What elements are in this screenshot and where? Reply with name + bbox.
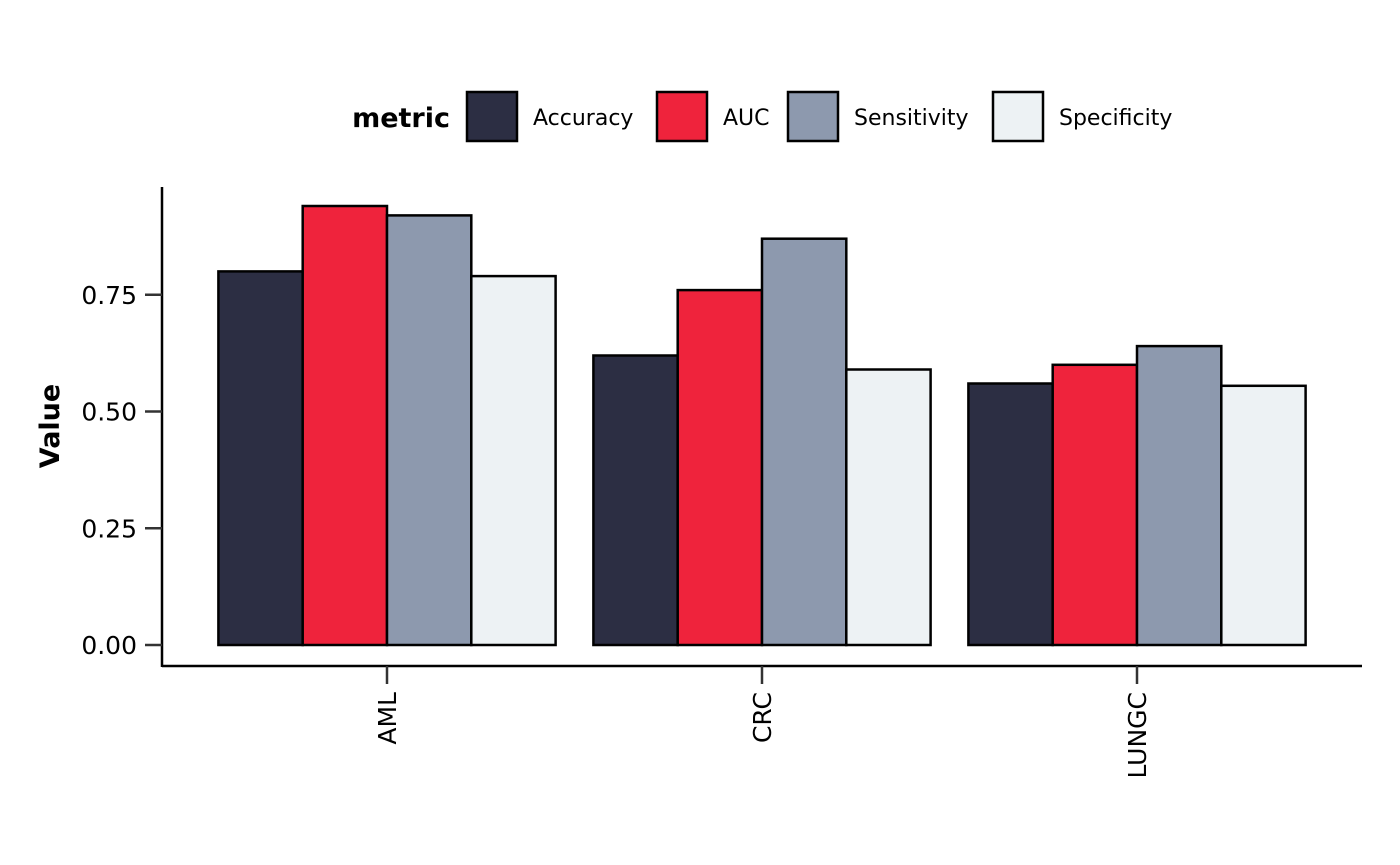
x-tick-label: LUNGC [1123, 692, 1152, 779]
legend-key-sensitivity [786, 90, 840, 143]
legend-key-specificity [991, 90, 1045, 143]
y-tick-label: 0.25 [81, 514, 137, 543]
bar-aml-auc [301, 204, 389, 647]
legend-label-accuracy: Accuracy [533, 106, 633, 131]
bar-aml-accuracy [217, 270, 304, 647]
bar-aml-sensitivity [385, 214, 473, 647]
y-tick-label: 0.50 [81, 398, 137, 427]
bar-crc-specificity [845, 368, 932, 647]
legend: metric Accuracy AUC Sensitivity Specificity [352, 90, 1172, 143]
x-ticks: AML CRC LUNGC [373, 666, 1152, 779]
legend-key-auc [655, 90, 709, 143]
y-tick-label: 0.75 [81, 281, 137, 310]
legend-label-specificity: Specificity [1059, 106, 1172, 131]
bar-crc-accuracy [592, 354, 679, 647]
legend-key-accuracy [465, 90, 519, 143]
bar-lungc-specificity [1220, 384, 1307, 647]
bar-aml-specificity [470, 274, 557, 647]
y-tick-label: 0.00 [81, 631, 137, 660]
legend-label-auc: AUC [723, 106, 770, 131]
bar-lungc-sensitivity [1135, 344, 1223, 647]
bar-crc-auc [676, 288, 764, 647]
x-tick-label: CRC [748, 692, 777, 743]
bar-lungc-accuracy [967, 382, 1054, 647]
x-tick-label: AML [373, 692, 402, 745]
legend-title: metric [352, 103, 450, 134]
y-ticks: 0.00 0.25 0.50 0.75 [81, 281, 162, 660]
bar-crc-sensitivity [760, 237, 848, 647]
legend-label-sensitivity: Sensitivity [854, 106, 969, 131]
y-axis-title: Value [35, 384, 66, 468]
bar-lungc-auc [1051, 363, 1139, 647]
bars [217, 204, 1307, 647]
